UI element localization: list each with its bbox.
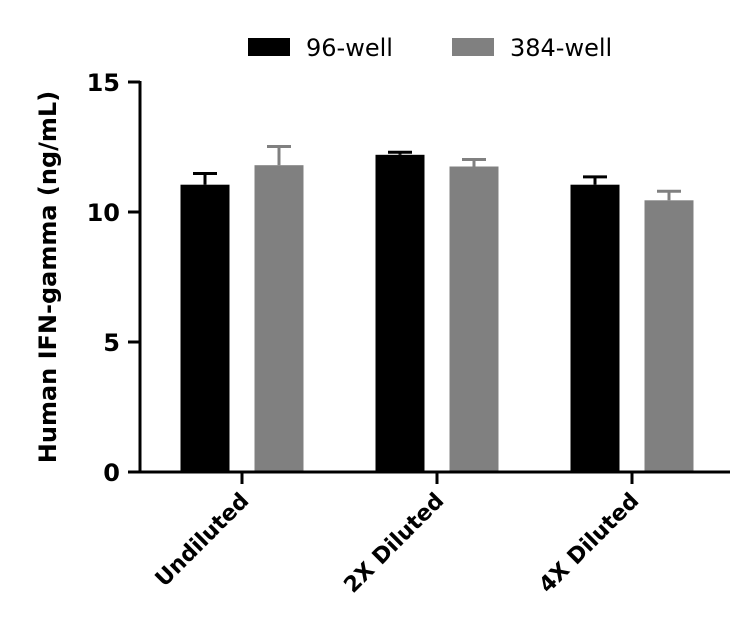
x-tick-label: Undiluted bbox=[151, 489, 254, 592]
y-tick-label: 5 bbox=[103, 329, 120, 357]
legend-swatch bbox=[452, 38, 494, 56]
bar-96-well bbox=[180, 184, 230, 471]
bar-96-well bbox=[570, 184, 620, 471]
bar-384-well bbox=[449, 166, 499, 471]
y-axis-title: Human IFN-gamma (ng/mL) bbox=[34, 91, 62, 463]
y-tick-label: 0 bbox=[103, 459, 120, 487]
x-tick-label: 4X Diluted bbox=[535, 489, 645, 599]
y-tick-label: 15 bbox=[87, 69, 120, 97]
bar-384-well bbox=[254, 165, 304, 471]
legend-label: 384-well bbox=[510, 34, 612, 62]
y-tick-label: 10 bbox=[87, 199, 120, 227]
bar-384-well bbox=[644, 200, 694, 471]
bar-96-well bbox=[375, 154, 425, 471]
x-tick-label: 2X Diluted bbox=[340, 489, 450, 599]
legend-swatch bbox=[248, 38, 290, 56]
legend-label: 96-well bbox=[306, 34, 393, 62]
